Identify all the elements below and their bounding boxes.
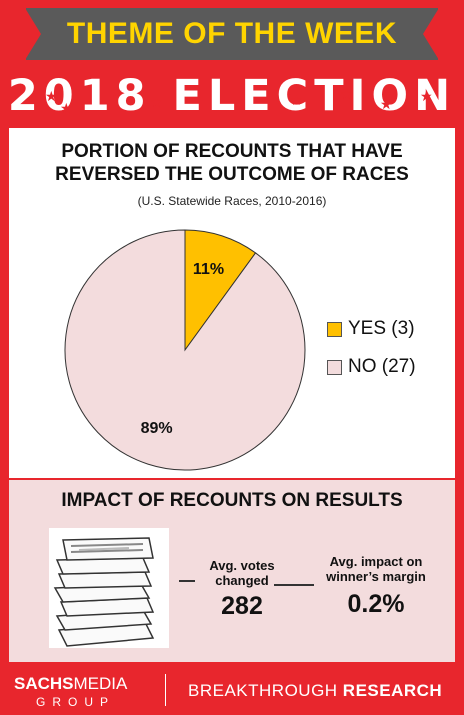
margin-impact-label: Avg. impact on winner’s margin: [311, 554, 441, 584]
legend-swatch-yes: [327, 321, 342, 337]
impact-title: IMPACT OF RECOUNTS ON RESULTS: [61, 490, 403, 511]
star-icon: ★: [380, 97, 399, 113]
logo-bold-text: SACHS: [14, 674, 74, 693]
star-icon: ★: [45, 89, 64, 105]
votes-changed-label-line2: changed: [215, 573, 269, 588]
margin-impact-value: 0.2%: [347, 590, 405, 618]
pie-label-yes: 11%: [193, 261, 224, 278]
votes-changed-value: 282: [221, 592, 263, 620]
legend-label-yes: YES (3): [348, 318, 415, 339]
star-icon: ★: [340, 87, 359, 103]
legend-item-no: NO (27): [327, 356, 416, 378]
pie-label-no: 89%: [141, 420, 173, 437]
footer: SACHSMEDIA GROUP BREAKTHROUGH RESEARCH: [0, 664, 464, 715]
star-icon: ★: [290, 93, 309, 109]
votes-changed-label-line1: Avg. votes: [209, 558, 275, 573]
theme-banner: THEME OF THE WEEK: [25, 8, 439, 60]
legend-item-yes: YES (3): [327, 318, 416, 340]
star-icon: ★: [110, 85, 129, 101]
footer-divider: [165, 674, 166, 706]
margin-impact-label-line2: winner’s margin: [326, 569, 426, 584]
recount-chart-panel: PORTION OF RECOUNTS THAT HAVE REVERSED T…: [9, 128, 455, 478]
tagline-bold: RESEARCH: [342, 681, 443, 700]
votes-changed-label: Avg. votes changed: [187, 558, 297, 588]
margin-impact-label-line1: Avg. impact on: [329, 554, 423, 569]
star-icon: ★: [150, 95, 169, 111]
election-title: 2018 ELECTION: [7, 71, 457, 121]
legend-swatch-no: [327, 359, 342, 375]
chart-subtitle: (U.S. Statewide Races, 2010-2016): [137, 194, 327, 208]
tagline-regular: BREAKTHROUGH: [188, 681, 343, 700]
connector-line: [274, 584, 314, 586]
star-icon: ★: [420, 89, 439, 105]
sachs-media-logo: SACHSMEDIA: [14, 674, 127, 694]
connector-line: [179, 580, 195, 582]
footer-tagline: BREAKTHROUGH RESEARCH: [188, 681, 442, 701]
election-heading: 2018 ELECTION ★ ★ ★ ★ ★ ★ ★ ★: [0, 66, 464, 126]
pie-slice-yes: [184, 229, 257, 352]
pie-slice-no: [64, 229, 306, 471]
legend-label-no: NO (27): [348, 356, 416, 377]
chart-title: PORTION OF RECOUNTS THAT HAVE REVERSED T…: [55, 141, 409, 185]
star-icon: ★: [60, 101, 79, 117]
chart-legend: YES (3) NO (27): [327, 318, 416, 394]
paper-stack-icon: [49, 528, 169, 648]
banner-title: THEME OF THE WEEK: [66, 17, 398, 50]
pie-chart: 11% 89%: [64, 229, 306, 471]
impact-panel: IMPACT OF RECOUNTS ON RESULTS Avg. votes…: [9, 480, 455, 662]
logo-group-text: GROUP: [36, 695, 116, 709]
logo-rest-text: MEDIA: [73, 674, 128, 693]
